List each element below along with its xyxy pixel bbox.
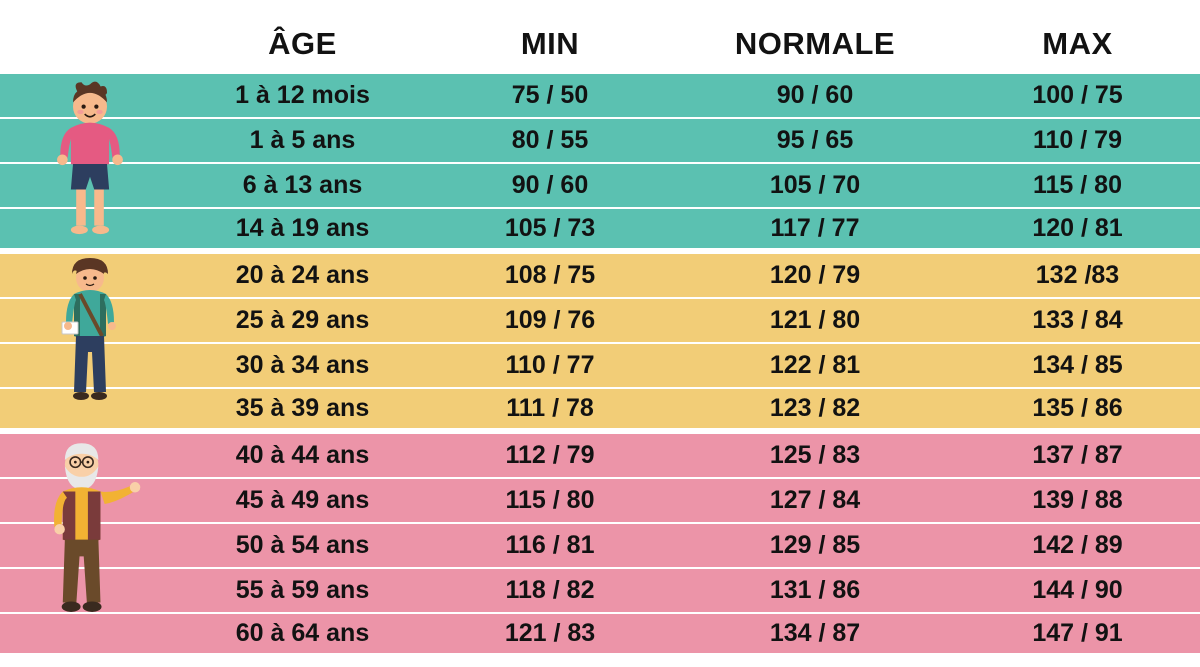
cell-max: 133 / 84	[955, 306, 1200, 335]
table-row: 40 à 44 ans 112 / 79 125 / 83 137 / 87	[0, 434, 1200, 479]
cell-norm: 95 / 65	[675, 126, 955, 155]
cell-norm: 127 / 84	[675, 486, 955, 515]
cell-norm: 125 / 83	[675, 441, 955, 470]
cell-min: 108 / 75	[425, 261, 675, 290]
cell-min: 90 / 60	[425, 171, 675, 200]
table-header-row: ÂGE MIN NORMALE MAX	[0, 0, 1200, 74]
table-row: 1 à 5 ans 80 / 55 95 / 65 110 / 79	[0, 119, 1200, 164]
cell-min: 116 / 81	[425, 531, 675, 560]
header-min: MIN	[425, 26, 675, 62]
header-norm: NORMALE	[675, 26, 955, 62]
table-row: 6 à 13 ans 90 / 60 105 / 70 115 / 80	[0, 164, 1200, 209]
cell-norm: 134 / 87	[675, 619, 955, 648]
cell-min: 75 / 50	[425, 81, 675, 110]
table-row: 1 à 12 mois 75 / 50 90 / 60 100 / 75	[0, 74, 1200, 119]
cell-norm: 120 / 79	[675, 261, 955, 290]
cell-max: 135 / 86	[955, 394, 1200, 423]
cell-norm: 105 / 70	[675, 171, 955, 200]
cell-min: 109 / 76	[425, 306, 675, 335]
cell-age: 30 à 34 ans	[180, 351, 425, 380]
table-row: 35 à 39 ans 111 / 78 123 / 82 135 / 86	[0, 389, 1200, 434]
cell-norm: 123 / 82	[675, 394, 955, 423]
table-row: 45 à 49 ans 115 / 80 127 / 84 139 / 88	[0, 479, 1200, 524]
cell-max: 147 / 91	[955, 619, 1200, 648]
table-row: 60 à 64 ans 121 / 83 134 / 87 147 / 91	[0, 614, 1200, 659]
table-row: 14 à 19 ans 105 / 73 117 / 77 120 / 81	[0, 209, 1200, 254]
cell-norm: 122 / 81	[675, 351, 955, 380]
cell-max: 144 / 90	[955, 576, 1200, 605]
blood-pressure-table: ÂGE MIN NORMALE MAX	[0, 0, 1200, 659]
cell-age: 45 à 49 ans	[180, 486, 425, 515]
header-age: ÂGE	[180, 26, 425, 62]
table-row: 25 à 29 ans 109 / 76 121 / 80 133 / 84	[0, 299, 1200, 344]
cell-age: 20 à 24 ans	[180, 261, 425, 290]
cell-min: 110 / 77	[425, 351, 675, 380]
cell-max: 110 / 79	[955, 126, 1200, 155]
cell-max: 120 / 81	[955, 214, 1200, 243]
group-senior: 40 à 44 ans 112 / 79 125 / 83 137 / 87 4…	[0, 434, 1200, 659]
group-child: 1 à 12 mois 75 / 50 90 / 60 100 / 75 1 à…	[0, 74, 1200, 254]
cell-max: 139 / 88	[955, 486, 1200, 515]
cell-norm: 90 / 60	[675, 81, 955, 110]
cell-age: 55 à 59 ans	[180, 576, 425, 605]
cell-min: 105 / 73	[425, 214, 675, 243]
cell-age: 1 à 5 ans	[180, 126, 425, 155]
cell-min: 115 / 80	[425, 486, 675, 515]
cell-max: 100 / 75	[955, 81, 1200, 110]
cell-max: 132 /83	[955, 261, 1200, 290]
cell-max: 142 / 89	[955, 531, 1200, 560]
table-row: 55 à 59 ans 118 / 82 131 / 86 144 / 90	[0, 569, 1200, 614]
cell-max: 134 / 85	[955, 351, 1200, 380]
cell-norm: 121 / 80	[675, 306, 955, 335]
cell-min: 118 / 82	[425, 576, 675, 605]
cell-age: 6 à 13 ans	[180, 171, 425, 200]
cell-max: 137 / 87	[955, 441, 1200, 470]
table-row: 30 à 34 ans 110 / 77 122 / 81 134 / 85	[0, 344, 1200, 389]
cell-min: 112 / 79	[425, 441, 675, 470]
group-adult: 20 à 24 ans 108 / 75 120 / 79 132 /83 25…	[0, 254, 1200, 434]
cell-norm: 117 / 77	[675, 214, 955, 243]
cell-max: 115 / 80	[955, 171, 1200, 200]
cell-age: 14 à 19 ans	[180, 214, 425, 243]
cell-min: 80 / 55	[425, 126, 675, 155]
cell-age: 25 à 29 ans	[180, 306, 425, 335]
cell-age: 60 à 64 ans	[180, 619, 425, 648]
cell-min: 111 / 78	[425, 394, 675, 423]
cell-norm: 131 / 86	[675, 576, 955, 605]
cell-age: 1 à 12 mois	[180, 81, 425, 110]
cell-age: 35 à 39 ans	[180, 394, 425, 423]
cell-min: 121 / 83	[425, 619, 675, 648]
header-max: MAX	[955, 26, 1200, 62]
cell-age: 40 à 44 ans	[180, 441, 425, 470]
table-row: 50 à 54 ans 116 / 81 129 / 85 142 / 89	[0, 524, 1200, 569]
cell-norm: 129 / 85	[675, 531, 955, 560]
cell-age: 50 à 54 ans	[180, 531, 425, 560]
table-row: 20 à 24 ans 108 / 75 120 / 79 132 /83	[0, 254, 1200, 299]
